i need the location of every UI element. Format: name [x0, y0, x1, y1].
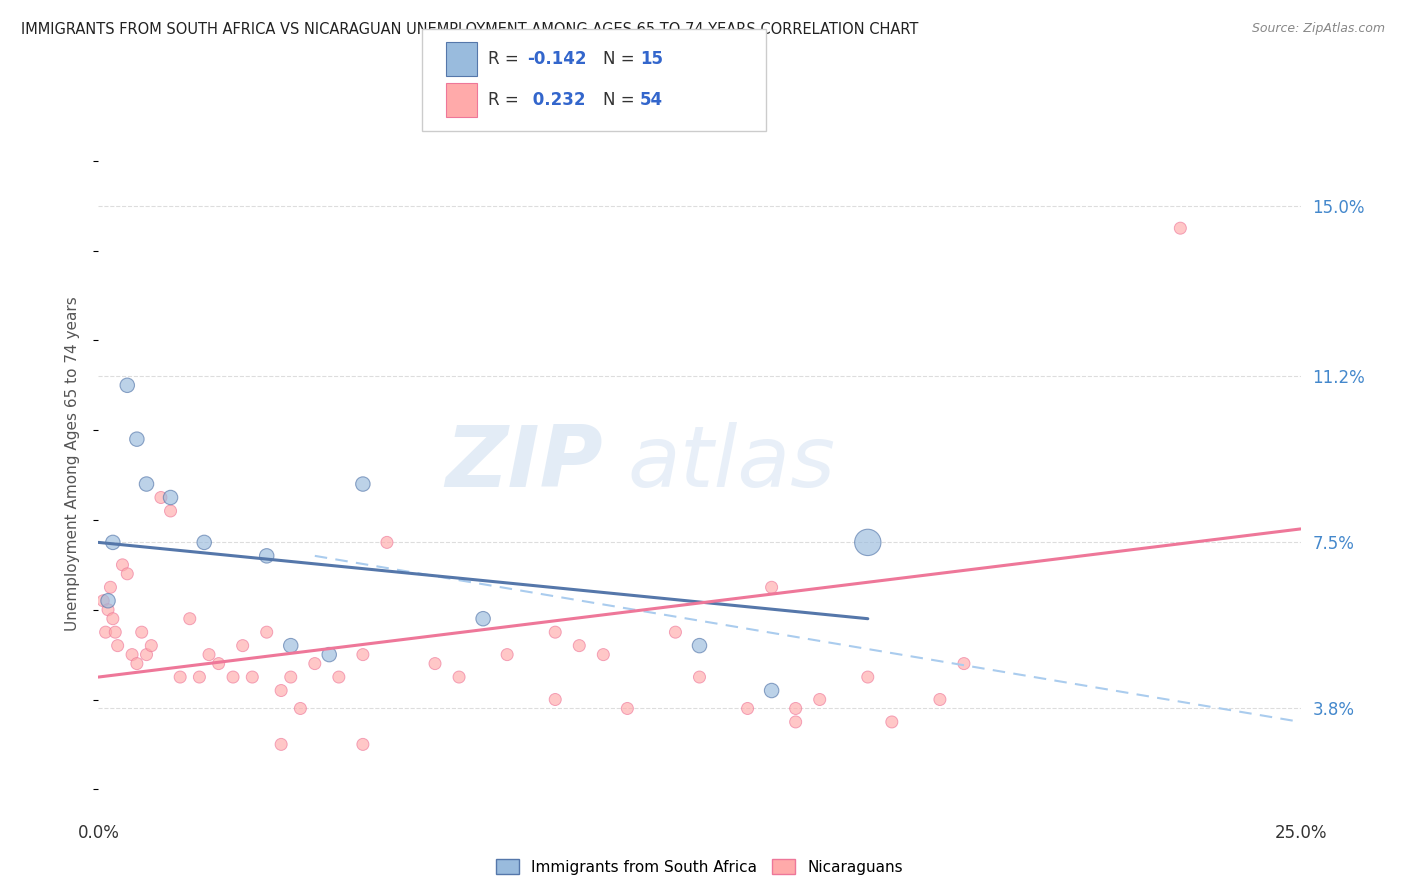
- Point: [953, 657, 976, 671]
- Point: [97, 603, 120, 617]
- Point: [544, 692, 567, 706]
- Text: 15: 15: [640, 50, 662, 68]
- Point: [352, 648, 374, 662]
- Point: [496, 648, 519, 662]
- Point: [256, 625, 278, 640]
- Point: [689, 670, 711, 684]
- Point: [111, 558, 134, 572]
- Point: [232, 639, 254, 653]
- Point: [880, 714, 903, 729]
- Y-axis label: Unemployment Among Ages 65 to 74 years: Unemployment Among Ages 65 to 74 years: [65, 296, 80, 632]
- Legend: Immigrants from South Africa, Nicaraguans: Immigrants from South Africa, Nicaraguan…: [489, 853, 910, 880]
- Point: [135, 648, 157, 662]
- Point: [785, 701, 807, 715]
- Point: [100, 580, 122, 594]
- Point: [121, 648, 143, 662]
- Point: [208, 657, 231, 671]
- Point: [193, 535, 215, 549]
- Point: [375, 535, 398, 549]
- Point: [97, 593, 120, 607]
- Point: [149, 491, 172, 505]
- Point: [159, 491, 181, 505]
- Point: [592, 648, 614, 662]
- Point: [188, 670, 211, 684]
- Point: [928, 692, 950, 706]
- Point: [198, 648, 221, 662]
- Point: [131, 625, 153, 640]
- Point: [256, 549, 278, 563]
- Point: [117, 378, 139, 392]
- Point: [179, 612, 201, 626]
- Point: [616, 701, 638, 715]
- Text: R =: R =: [488, 50, 524, 68]
- Text: N =: N =: [603, 50, 640, 68]
- Point: [304, 657, 326, 671]
- Point: [280, 670, 302, 684]
- Point: [240, 670, 263, 684]
- Point: [290, 701, 312, 715]
- Point: [352, 477, 374, 491]
- Point: [352, 738, 374, 752]
- Text: N =: N =: [603, 92, 640, 110]
- Point: [1170, 221, 1192, 235]
- Point: [141, 639, 163, 653]
- Point: [423, 657, 446, 671]
- Point: [94, 625, 117, 640]
- Point: [135, 477, 157, 491]
- Point: [159, 504, 181, 518]
- Point: [169, 670, 191, 684]
- Point: [856, 670, 879, 684]
- Text: -0.142: -0.142: [527, 50, 586, 68]
- Point: [107, 639, 129, 653]
- Point: [785, 714, 807, 729]
- Point: [125, 657, 148, 671]
- Point: [568, 639, 591, 653]
- Point: [761, 580, 783, 594]
- Point: [544, 625, 567, 640]
- Point: [270, 738, 292, 752]
- Text: R =: R =: [488, 92, 524, 110]
- Point: [808, 692, 831, 706]
- Text: IMMIGRANTS FROM SOUTH AFRICA VS NICARAGUAN UNEMPLOYMENT AMONG AGES 65 TO 74 YEAR: IMMIGRANTS FROM SOUTH AFRICA VS NICARAGU…: [21, 22, 918, 37]
- Point: [270, 683, 292, 698]
- Text: atlas: atlas: [627, 422, 835, 506]
- Point: [318, 648, 340, 662]
- Point: [761, 683, 783, 698]
- Point: [101, 612, 124, 626]
- Point: [737, 701, 759, 715]
- Point: [664, 625, 686, 640]
- Point: [856, 535, 879, 549]
- Point: [91, 593, 114, 607]
- Text: 0.232: 0.232: [527, 92, 586, 110]
- Point: [472, 612, 495, 626]
- Point: [328, 670, 350, 684]
- Text: 54: 54: [640, 92, 662, 110]
- Point: [125, 432, 148, 446]
- Text: Source: ZipAtlas.com: Source: ZipAtlas.com: [1251, 22, 1385, 36]
- Point: [222, 670, 245, 684]
- Point: [280, 639, 302, 653]
- Point: [101, 535, 124, 549]
- Point: [104, 625, 127, 640]
- Point: [689, 639, 711, 653]
- Point: [117, 566, 139, 581]
- Point: [447, 670, 470, 684]
- Text: ZIP: ZIP: [446, 422, 603, 506]
